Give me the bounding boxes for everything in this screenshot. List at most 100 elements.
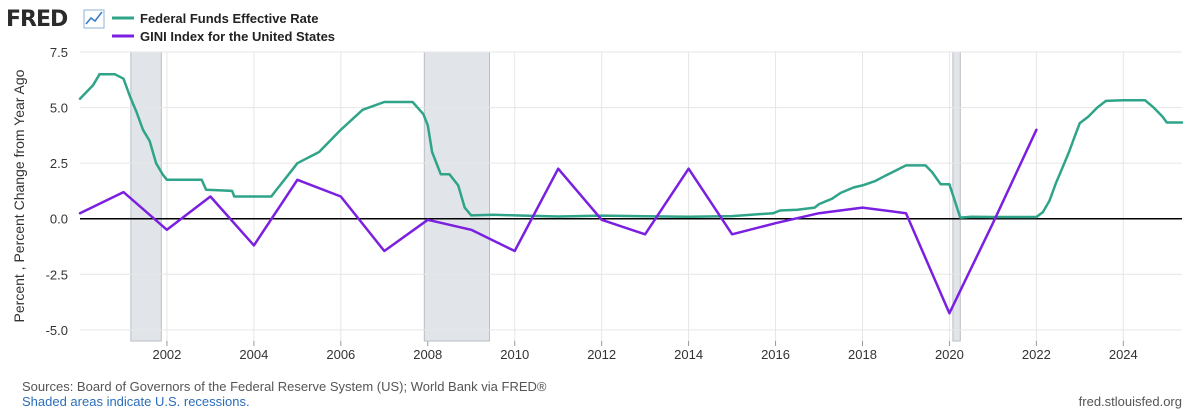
data-point[interactable]: [894, 167, 900, 173]
data-point[interactable]: [1142, 97, 1148, 103]
data-point[interactable]: [97, 71, 103, 77]
data-point[interactable]: [599, 217, 605, 223]
series-line-federal-funds[interactable]: [78, 72, 1184, 219]
data-point[interactable]: [1159, 113, 1165, 119]
data-point[interactable]: [77, 96, 83, 102]
fred-logo[interactable]: FRED: [6, 7, 105, 32]
data-point[interactable]: [555, 166, 561, 172]
data-point[interactable]: [938, 181, 944, 187]
data-point[interactable]: [360, 107, 366, 113]
data-point[interactable]: [923, 162, 929, 168]
data-point[interactable]: [381, 99, 387, 105]
data-point[interactable]: [199, 177, 205, 183]
data-point[interactable]: [462, 205, 468, 211]
data-point[interactable]: [134, 109, 140, 115]
data-point[interactable]: [438, 171, 444, 177]
data-point[interactable]: [968, 214, 974, 220]
data-point[interactable]: [231, 194, 237, 200]
data-point[interactable]: [686, 214, 692, 220]
data-point[interactable]: [447, 171, 453, 177]
data-point[interactable]: [794, 207, 800, 213]
data-point[interactable]: [1120, 97, 1126, 103]
data-point[interactable]: [273, 188, 279, 194]
data-point[interactable]: [838, 190, 844, 196]
data-point[interactable]: [203, 187, 209, 193]
data-point[interactable]: [829, 196, 835, 202]
data-point[interactable]: [207, 194, 213, 200]
data-point[interactable]: [229, 188, 235, 194]
data-point[interactable]: [686, 166, 692, 172]
data-point[interactable]: [1046, 198, 1052, 204]
data-point[interactable]: [1033, 214, 1039, 220]
data-point[interactable]: [859, 182, 865, 188]
data-point[interactable]: [338, 127, 344, 133]
data-point[interactable]: [251, 194, 257, 200]
data-point[interactable]: [112, 71, 118, 77]
data-point[interactable]: [381, 248, 387, 254]
data-point[interactable]: [294, 160, 300, 166]
data-point[interactable]: [268, 194, 274, 200]
data-point[interactable]: [1103, 98, 1109, 104]
data-point[interactable]: [1012, 214, 1018, 220]
data-point[interactable]: [1059, 165, 1065, 171]
data-point[interactable]: [957, 215, 963, 221]
data-point[interactable]: [929, 169, 935, 175]
data-point[interactable]: [429, 149, 435, 155]
data-point[interactable]: [294, 177, 300, 183]
data-point[interactable]: [859, 205, 865, 211]
data-point[interactable]: [103, 71, 109, 77]
data-point[interactable]: [903, 210, 909, 216]
data-point[interactable]: [777, 208, 783, 214]
data-point[interactable]: [455, 182, 461, 188]
data-point[interactable]: [403, 99, 409, 105]
data-point[interactable]: [286, 171, 292, 177]
data-point[interactable]: [186, 177, 192, 183]
data-point[interactable]: [729, 213, 735, 219]
data-point[interactable]: [251, 242, 257, 248]
data-point[interactable]: [1040, 209, 1046, 215]
data-point[interactable]: [555, 214, 561, 220]
data-point[interactable]: [773, 220, 779, 226]
legend-item-gini[interactable]: GINI Index for the United States: [112, 29, 335, 44]
data-point[interactable]: [420, 111, 426, 117]
data-point[interactable]: [120, 189, 126, 195]
data-point[interactable]: [1033, 127, 1039, 133]
data-point[interactable]: [127, 93, 133, 99]
data-point[interactable]: [512, 248, 518, 254]
data-point[interactable]: [512, 212, 518, 218]
series-line-gini[interactable]: [78, 128, 1038, 315]
site-url[interactable]: fred.stlouisfed.org: [1078, 394, 1182, 409]
data-point[interactable]: [1151, 105, 1157, 111]
data-point[interactable]: [490, 212, 496, 218]
data-point[interactable]: [140, 127, 146, 133]
data-point[interactable]: [153, 160, 159, 166]
data-point[interactable]: [642, 213, 648, 219]
data-point[interactable]: [468, 212, 474, 218]
data-point[interactable]: [990, 220, 996, 226]
recession-note-link[interactable]: Shaded areas indicate U.S. recessions.: [22, 394, 250, 409]
legend-item-federal-funds[interactable]: Federal Funds Effective Rate: [112, 11, 318, 26]
data-point[interactable]: [316, 149, 322, 155]
data-point[interactable]: [1179, 119, 1185, 125]
data-point[interactable]: [816, 210, 822, 216]
data-point[interactable]: [903, 162, 909, 168]
data-point[interactable]: [953, 201, 959, 207]
data-point[interactable]: [881, 173, 887, 179]
data-point[interactable]: [642, 231, 648, 237]
data-point[interactable]: [873, 178, 879, 184]
data-point[interactable]: [1094, 105, 1100, 111]
data-point[interactable]: [425, 122, 431, 128]
data-point[interactable]: [946, 310, 952, 316]
data-point[interactable]: [410, 99, 416, 105]
data-point[interactable]: [338, 194, 344, 200]
data-point[interactable]: [90, 82, 96, 88]
data-point[interactable]: [147, 138, 153, 144]
data-point[interactable]: [770, 210, 776, 216]
data-point[interactable]: [425, 217, 431, 223]
data-point[interactable]: [946, 181, 952, 187]
data-point[interactable]: [1072, 131, 1078, 137]
data-point[interactable]: [851, 184, 857, 190]
data-point[interactable]: [160, 171, 166, 177]
data-point[interactable]: [1066, 149, 1072, 155]
data-point[interactable]: [164, 227, 170, 233]
